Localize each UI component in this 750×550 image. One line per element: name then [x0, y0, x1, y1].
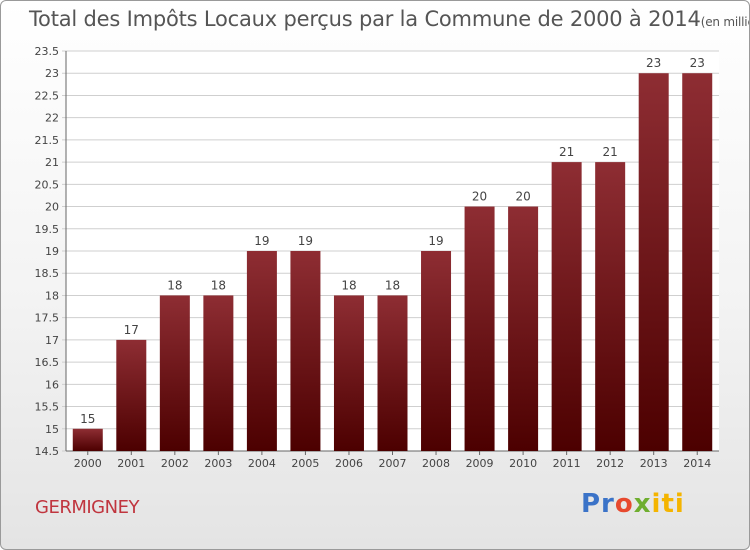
x-tick-label: 2013 [640, 457, 668, 470]
y-tick-label: 22 [45, 112, 59, 125]
x-tick-label: 2004 [248, 457, 276, 470]
bar [246, 251, 277, 451]
y-tick-label: 15 [45, 423, 59, 436]
y-tick-label: 17.5 [35, 312, 60, 325]
bar-value-label: 15 [80, 412, 95, 426]
y-tick-label: 20 [45, 201, 59, 214]
bar [464, 206, 495, 451]
x-tick-label: 2006 [335, 457, 363, 470]
proxiti-logo: Proxiti [581, 489, 685, 519]
y-tick-label: 19.5 [35, 223, 60, 236]
bar [638, 73, 669, 451]
bar [203, 295, 234, 451]
y-tick-label: 23.5 [35, 45, 60, 58]
bar [72, 428, 103, 451]
bar-value-label: 19 [254, 234, 269, 248]
y-tick-label: 22.5 [35, 89, 60, 102]
x-tick-label: 2000 [74, 457, 102, 470]
x-tick-label: 2014 [683, 457, 711, 470]
bar-value-label: 18 [211, 278, 226, 292]
bar [508, 206, 539, 451]
logo-part-2: o [614, 489, 634, 519]
bar [595, 162, 626, 451]
commune-name: GERMIGNEY [35, 497, 139, 518]
chart-title: Total des Impôts Locaux perçus par la Co… [29, 7, 749, 31]
x-tick-label: 2007 [379, 457, 407, 470]
bar [333, 295, 364, 451]
bar [290, 251, 321, 451]
y-tick-label: 23 [45, 67, 59, 80]
y-tick-label: 18 [45, 289, 59, 302]
x-tick-label: 2002 [161, 457, 189, 470]
bar [377, 295, 408, 451]
bar [159, 295, 190, 451]
y-tick-label: 16.5 [35, 356, 60, 369]
bar-value-label: 18 [341, 278, 356, 292]
y-tick-label: 21 [45, 156, 59, 169]
bar-value-label: 21 [603, 145, 618, 159]
bar [116, 339, 147, 451]
bar-value-label: 17 [124, 323, 139, 337]
bar-value-label: 20 [472, 190, 487, 204]
bar-value-label: 18 [167, 278, 182, 292]
x-tick-label: 2001 [117, 457, 145, 470]
bar-value-label: 18 [385, 278, 400, 292]
bar [682, 73, 713, 451]
y-tick-label: 15.5 [35, 401, 60, 414]
logo-part-1: Pr [581, 489, 615, 519]
chart-title-text: Total des Impôts Locaux perçus par la Co… [29, 7, 701, 31]
x-tick-label: 2005 [291, 457, 319, 470]
x-tick-label: 2008 [422, 457, 450, 470]
y-tick-label: 21.5 [35, 134, 60, 147]
chart-unit: (en milliers d'€) [700, 15, 749, 29]
bar-value-label: 19 [298, 234, 313, 248]
x-tick-label: 2012 [596, 457, 624, 470]
x-tick-label: 2011 [553, 457, 581, 470]
bar [421, 251, 452, 451]
x-tick-label: 2003 [204, 457, 232, 470]
x-tick-label: 2009 [466, 457, 494, 470]
x-tick-label: 2010 [509, 457, 537, 470]
y-tick-label: 19 [45, 245, 59, 258]
logo-part-3: x [633, 489, 652, 519]
bar-value-label: 23 [646, 56, 661, 70]
y-tick-label: 17 [45, 334, 59, 347]
bar-value-label: 20 [515, 190, 530, 204]
bar [551, 162, 582, 451]
bar-value-label: 23 [690, 56, 705, 70]
logo-part-4: iti [651, 489, 685, 519]
y-tick-label: 14.5 [35, 445, 60, 458]
y-tick-label: 16 [45, 378, 59, 391]
bar-value-label: 21 [559, 145, 574, 159]
y-tick-label: 18.5 [35, 267, 60, 280]
bar-value-label: 19 [428, 234, 443, 248]
y-tick-label: 20.5 [35, 178, 60, 191]
